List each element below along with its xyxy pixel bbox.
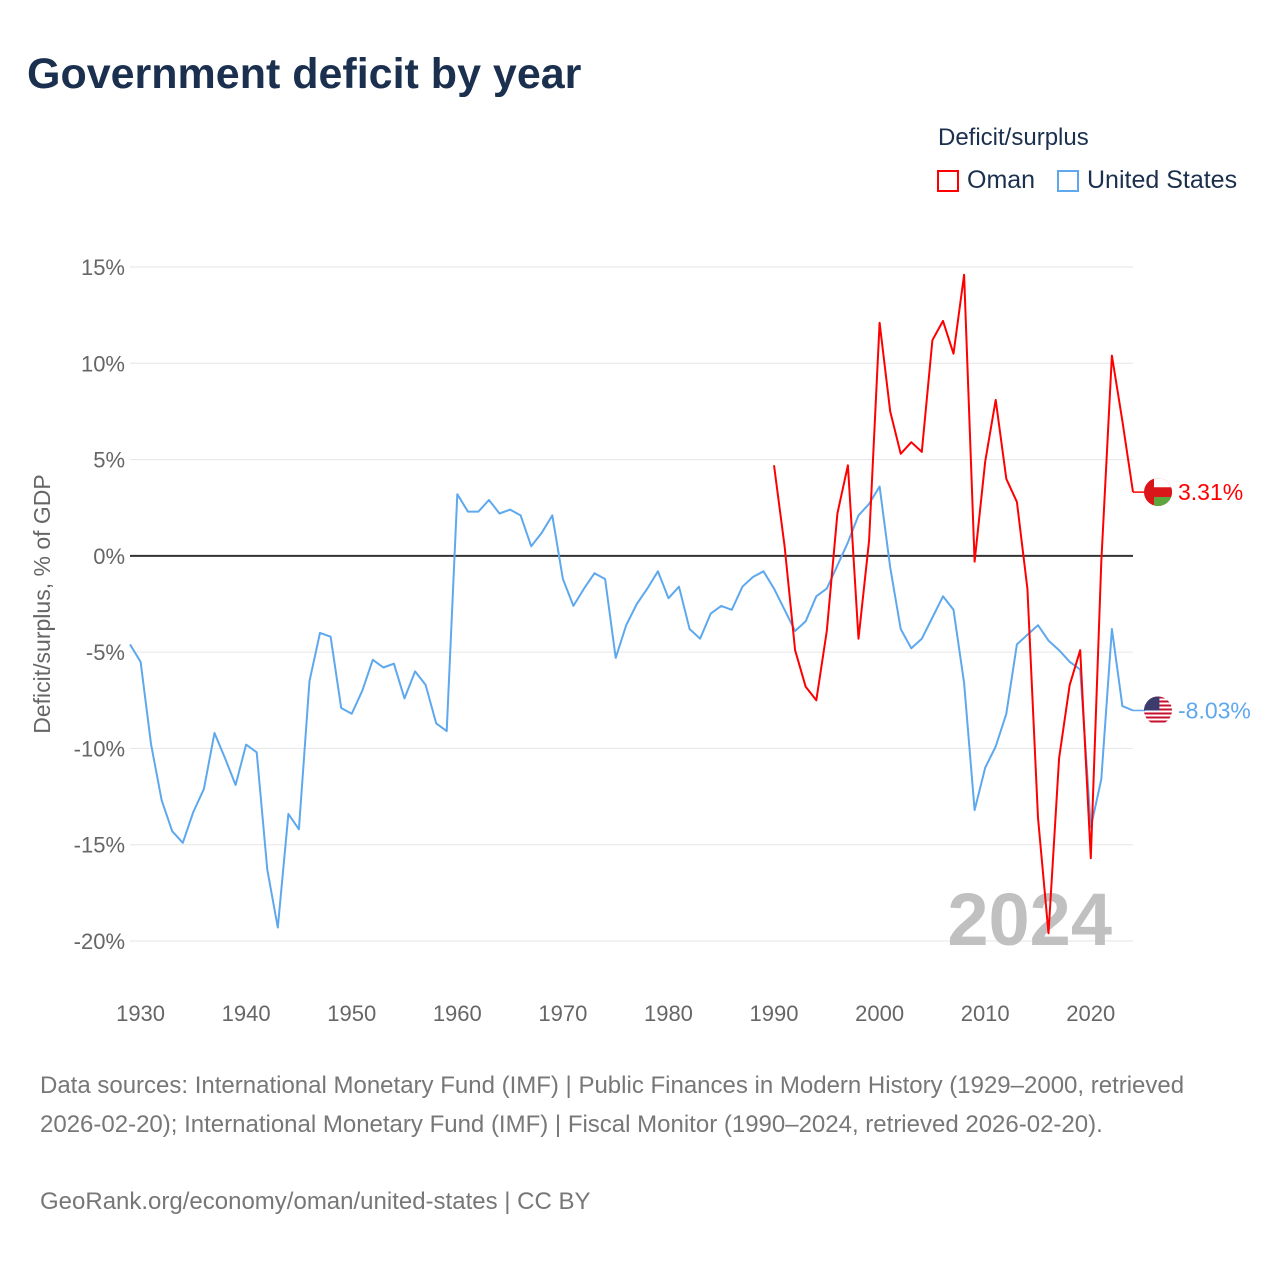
legend-swatch-oman bbox=[937, 169, 959, 192]
x-tick-label: 2010 bbox=[961, 1001, 1010, 1026]
flag-stripe bbox=[1144, 712, 1172, 715]
flag-stripe bbox=[1144, 716, 1172, 719]
grid bbox=[130, 266, 1133, 942]
x-tick-label: 2020 bbox=[1066, 1001, 1115, 1026]
year-watermark: 2024 bbox=[947, 878, 1112, 961]
series-lines bbox=[129, 273, 1134, 935]
y-tick-label: 5% bbox=[93, 448, 125, 473]
credit-link[interactable]: GeoRank.org/economy/oman/united-states |… bbox=[40, 1188, 591, 1215]
series-line-united-states bbox=[129, 485, 1134, 929]
legend-label-oman: Oman bbox=[967, 166, 1036, 194]
y-axis-label: Deficit/surplus, % of GDP bbox=[29, 474, 55, 733]
end-value-label-oman: 3.31% bbox=[1178, 479, 1243, 505]
y-tick-label: -20% bbox=[74, 929, 125, 954]
legend-swatch-united-states bbox=[1057, 169, 1079, 192]
x-tick-label: 1960 bbox=[433, 1001, 482, 1026]
y-tick-label: 0% bbox=[93, 544, 125, 569]
line-chart: 15%10%5%0%-5%-10%-15%-20% 1930 1940 1950 19… bbox=[29, 255, 1251, 1026]
y-tick-label: -10% bbox=[74, 736, 125, 761]
chart-title: Government deficit by year bbox=[27, 50, 582, 98]
y-axis-ticks: 15% 10% 5% 0% -5% -10% -15% -20% bbox=[74, 255, 125, 954]
y-tick-label: -5% bbox=[86, 640, 125, 665]
legend-title: Deficit/surplus bbox=[938, 124, 1089, 151]
legend-item-united-states[interactable]: United States bbox=[1057, 166, 1237, 195]
flag-stripe bbox=[1144, 720, 1172, 723]
end-markers: -8.03% 3.31% bbox=[1133, 478, 1251, 723]
end-value-label-united-states: -8.03% bbox=[1178, 697, 1251, 723]
x-tick-label: 1970 bbox=[538, 1001, 587, 1026]
flag-green bbox=[1154, 496, 1172, 507]
y-tick-label: 15% bbox=[81, 255, 125, 280]
x-tick-label: 1930 bbox=[116, 1001, 165, 1026]
flag-icon-united-states bbox=[1144, 696, 1172, 723]
x-tick-label: 1950 bbox=[327, 1001, 376, 1026]
x-tick-label: 1980 bbox=[644, 1001, 693, 1026]
flag-canton bbox=[1144, 696, 1160, 711]
flag-icon-oman bbox=[1144, 478, 1172, 507]
flag-white bbox=[1154, 478, 1172, 488]
x-tick-label: 1940 bbox=[222, 1001, 271, 1026]
x-tick-label: 2000 bbox=[855, 1001, 904, 1026]
legend-label-united-states: United States bbox=[1087, 166, 1238, 194]
series-line-oman bbox=[773, 273, 1134, 935]
y-tick-label: -15% bbox=[74, 833, 125, 858]
legend-item-oman[interactable]: Oman bbox=[937, 166, 1035, 195]
flag-red-band bbox=[1154, 487, 1172, 497]
flag-body bbox=[1144, 478, 1172, 507]
x-tick-label: 1990 bbox=[750, 1001, 799, 1026]
y-tick-label: 10% bbox=[81, 351, 125, 376]
data-sources: Data sources: International Monetary Fun… bbox=[40, 1072, 1185, 1138]
flag-body bbox=[1144, 696, 1172, 723]
x-axis-ticks: 1930 1940 1950 1960 1970 1980 1990 2000 2010 2020 bbox=[116, 1001, 1115, 1026]
